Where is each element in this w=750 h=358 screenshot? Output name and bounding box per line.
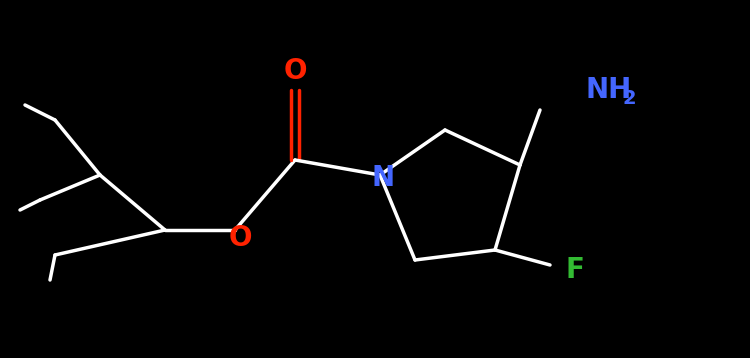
Text: F: F bbox=[566, 256, 584, 284]
Text: 2: 2 bbox=[623, 88, 637, 107]
Text: NH: NH bbox=[585, 76, 632, 104]
Text: O: O bbox=[228, 224, 252, 252]
Text: N: N bbox=[371, 164, 394, 192]
Text: O: O bbox=[284, 57, 307, 85]
